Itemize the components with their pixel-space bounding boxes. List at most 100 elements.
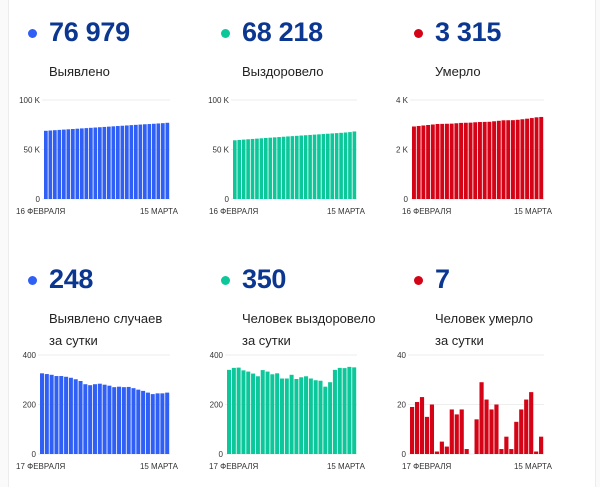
bar[interactable] bbox=[71, 129, 75, 199]
bar[interactable] bbox=[264, 137, 268, 199]
bar[interactable] bbox=[449, 123, 454, 199]
bar[interactable] bbox=[529, 118, 534, 199]
bar[interactable] bbox=[84, 128, 89, 199]
bar[interactable] bbox=[64, 376, 69, 454]
bar[interactable] bbox=[426, 124, 431, 199]
bar[interactable] bbox=[89, 127, 93, 199]
bar[interactable] bbox=[487, 121, 492, 199]
bar[interactable] bbox=[421, 125, 426, 199]
bar[interactable] bbox=[102, 384, 107, 454]
bar[interactable] bbox=[150, 394, 155, 454]
bar[interactable] bbox=[330, 133, 335, 199]
bar[interactable] bbox=[155, 393, 160, 454]
bar[interactable] bbox=[66, 129, 71, 199]
bar[interactable] bbox=[484, 399, 489, 454]
bar[interactable] bbox=[323, 386, 328, 454]
bar[interactable] bbox=[445, 123, 449, 199]
bar[interactable] bbox=[514, 421, 519, 454]
bar[interactable] bbox=[464, 449, 469, 454]
bar[interactable] bbox=[504, 436, 509, 454]
bar[interactable] bbox=[410, 406, 415, 454]
bar[interactable] bbox=[524, 399, 529, 454]
bar[interactable] bbox=[241, 370, 246, 454]
bar[interactable] bbox=[435, 124, 440, 199]
bar[interactable] bbox=[434, 451, 439, 454]
bar[interactable] bbox=[352, 367, 357, 454]
bar[interactable] bbox=[141, 390, 146, 454]
bar[interactable] bbox=[121, 387, 126, 454]
bar[interactable] bbox=[255, 376, 260, 454]
bar[interactable] bbox=[304, 376, 309, 454]
bar[interactable] bbox=[289, 374, 294, 454]
bar[interactable] bbox=[506, 120, 511, 199]
bar[interactable] bbox=[40, 373, 45, 454]
bar[interactable] bbox=[129, 125, 134, 199]
bar[interactable] bbox=[48, 130, 53, 199]
bar[interactable] bbox=[160, 393, 165, 454]
bar[interactable] bbox=[449, 409, 454, 454]
bar[interactable] bbox=[509, 449, 514, 454]
bar[interactable] bbox=[279, 378, 284, 454]
bar[interactable] bbox=[251, 373, 256, 454]
bar[interactable] bbox=[54, 376, 59, 454]
bar[interactable] bbox=[342, 368, 347, 454]
bar[interactable] bbox=[93, 127, 98, 199]
bar[interactable] bbox=[492, 121, 497, 199]
bar[interactable] bbox=[98, 127, 102, 199]
bar[interactable] bbox=[270, 374, 275, 454]
bar[interactable] bbox=[116, 126, 120, 199]
bar[interactable] bbox=[412, 126, 416, 199]
bar[interactable] bbox=[295, 135, 299, 199]
bar[interactable] bbox=[44, 374, 49, 454]
bar[interactable] bbox=[62, 129, 66, 199]
bar[interactable] bbox=[134, 124, 138, 199]
bar[interactable] bbox=[534, 451, 539, 454]
bar[interactable] bbox=[138, 124, 143, 199]
bar[interactable] bbox=[275, 373, 280, 454]
bar[interactable] bbox=[57, 129, 62, 199]
bar[interactable] bbox=[284, 378, 289, 454]
bar[interactable] bbox=[337, 367, 342, 454]
bar[interactable] bbox=[78, 380, 83, 454]
bar[interactable] bbox=[454, 123, 459, 199]
bar[interactable] bbox=[343, 132, 348, 199]
bar[interactable] bbox=[478, 122, 482, 199]
bar[interactable] bbox=[53, 130, 57, 199]
bar[interactable] bbox=[424, 416, 430, 454]
bar[interactable] bbox=[454, 414, 459, 454]
bar[interactable] bbox=[107, 126, 111, 199]
bar[interactable] bbox=[73, 379, 78, 454]
bar[interactable] bbox=[459, 122, 464, 199]
bar[interactable] bbox=[468, 122, 473, 199]
bar[interactable] bbox=[430, 124, 435, 199]
bar[interactable] bbox=[246, 371, 251, 454]
bar[interactable] bbox=[414, 402, 420, 454]
bar[interactable] bbox=[312, 134, 317, 199]
bar[interactable] bbox=[318, 380, 323, 454]
bar[interactable] bbox=[429, 404, 435, 455]
bar[interactable] bbox=[59, 376, 64, 454]
bar[interactable] bbox=[499, 449, 504, 454]
bar[interactable] bbox=[68, 377, 73, 454]
bar[interactable] bbox=[539, 436, 544, 454]
bar[interactable] bbox=[474, 419, 479, 454]
bar[interactable] bbox=[515, 119, 520, 199]
bar[interactable] bbox=[494, 404, 499, 455]
bar[interactable] bbox=[237, 139, 242, 199]
bar[interactable] bbox=[473, 122, 478, 199]
bar[interactable] bbox=[92, 384, 97, 454]
bar[interactable] bbox=[75, 128, 80, 199]
bar[interactable] bbox=[303, 135, 308, 199]
bar[interactable] bbox=[233, 140, 237, 199]
bar[interactable] bbox=[120, 125, 125, 199]
bar[interactable] bbox=[440, 123, 445, 199]
bar[interactable] bbox=[281, 136, 286, 199]
bar[interactable] bbox=[241, 139, 246, 199]
bar[interactable] bbox=[317, 134, 321, 199]
bar[interactable] bbox=[112, 387, 117, 454]
bar[interactable] bbox=[529, 392, 534, 454]
bar[interactable] bbox=[250, 138, 255, 199]
bar[interactable] bbox=[277, 137, 281, 199]
bar[interactable] bbox=[326, 133, 330, 199]
bar[interactable] bbox=[102, 126, 107, 199]
